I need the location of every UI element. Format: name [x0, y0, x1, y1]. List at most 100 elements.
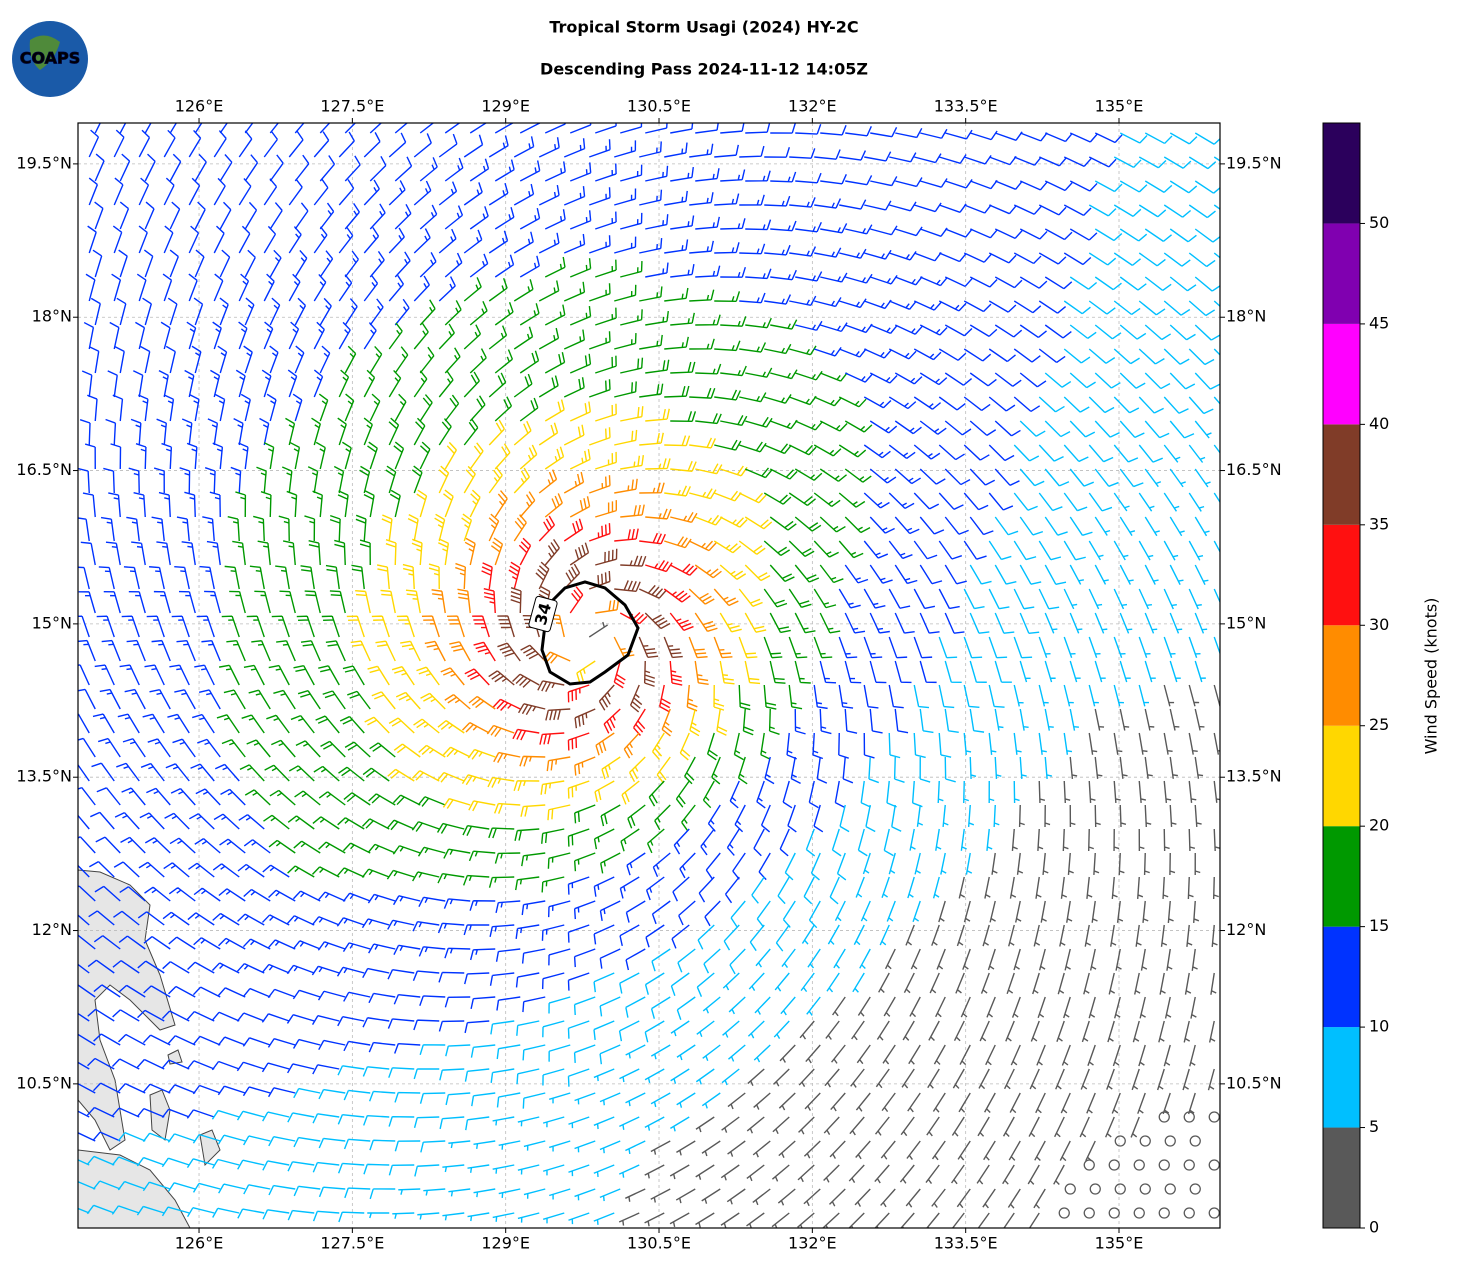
wind-barb: [568, 1116, 590, 1129]
wind-barb: [413, 180, 432, 206]
wind-barb: [292, 393, 303, 422]
wind-barb: [854, 1188, 871, 1207]
calm-marker: [1158, 1207, 1170, 1219]
wind-barb: [542, 651, 571, 664]
wind-barb: [1013, 948, 1021, 971]
wind-barb: [1088, 684, 1099, 707]
wind-barb: [1138, 636, 1151, 658]
wind-barb: [1194, 516, 1210, 537]
wind-barb: [246, 615, 265, 638]
wind-barb: [1044, 180, 1073, 192]
wind-barb: [318, 393, 329, 422]
wind-barb: [494, 123, 515, 134]
wind-barb: [994, 756, 1002, 780]
wind-barb: [463, 371, 480, 398]
wind-barb: [670, 1116, 690, 1132]
wind-barb: [814, 297, 842, 308]
wind-barb: [619, 876, 640, 899]
wind-barb: [803, 1140, 821, 1159]
wind-barb: [569, 542, 590, 566]
wind-barb: [206, 540, 221, 566]
wind-barb: [600, 852, 621, 874]
colorbar-label: Wind Speed (knots): [1422, 598, 1441, 755]
calm-marker: [1133, 1159, 1145, 1171]
wind-barb: [300, 640, 321, 662]
wind-barb: [895, 226, 923, 237]
wind-barb: [338, 179, 355, 206]
wind-barb: [756, 780, 766, 809]
wind-barb: [820, 223, 848, 234]
wind-barb: [1038, 780, 1046, 804]
wind-barb: [1188, 684, 1200, 707]
wind-barb: [894, 420, 922, 435]
wind-barb: [808, 900, 821, 929]
wind-barb: [1019, 756, 1027, 779]
wind-barb: [1016, 852, 1024, 875]
wind-barb: [569, 496, 591, 518]
wind-barb: [296, 615, 315, 638]
wind-barb: [869, 708, 883, 734]
wind-barb: [599, 948, 621, 969]
wind-barb: [287, 1112, 315, 1123]
wind-barb: [1118, 852, 1125, 876]
wind-barb: [444, 252, 463, 278]
wind-barb: [329, 590, 346, 614]
wind-barb: [117, 1083, 146, 1094]
wind-barb: [442, 746, 471, 758]
wind-barb: [317, 990, 346, 1001]
wind-barb: [194, 153, 207, 182]
wind-barb: [181, 418, 193, 446]
wind-barb: [958, 876, 966, 899]
wind-barb: [163, 225, 174, 254]
wind-barb: [771, 1212, 790, 1228]
wind-barb: [519, 303, 540, 326]
wind-barb: [819, 564, 844, 584]
wind-barb: [1019, 228, 1048, 240]
wind-barb: [294, 202, 309, 230]
wind-barb: [118, 1033, 146, 1046]
wind-barb: [994, 324, 1023, 338]
wind-barb: [472, 615, 490, 638]
wind-barb: [538, 422, 559, 446]
wind-barb: [392, 845, 421, 855]
wind-barb: [419, 252, 437, 278]
wind-barb: [1163, 252, 1191, 267]
wind-barb: [281, 466, 293, 494]
wind-barb: [963, 252, 992, 263]
wind-barb: [703, 948, 721, 974]
wind-barb: [286, 915, 315, 926]
wind-barb: [78, 1110, 90, 1118]
wind-barb: [186, 1060, 215, 1070]
wind-barb: [738, 588, 763, 607]
wind-barb: [325, 564, 340, 590]
wind-barb: [563, 186, 586, 206]
wind-barb: [161, 1010, 190, 1022]
wind-barb: [804, 1092, 821, 1111]
wind-barb: [361, 818, 390, 830]
wind-barb: [1213, 204, 1220, 211]
wind-barb: [744, 612, 767, 633]
wind-barb: [1038, 948, 1046, 971]
wind-barb: [494, 159, 515, 182]
wind-barb: [874, 1164, 890, 1184]
wind-barb: [1163, 156, 1192, 169]
wind-barb: [970, 179, 998, 190]
wind-barb: [293, 840, 321, 854]
wind-barb: [279, 590, 296, 614]
wind-barb: [388, 322, 403, 350]
wind-barb: [938, 540, 963, 560]
wind-barb: [367, 893, 396, 904]
wind-barb: [367, 665, 390, 686]
wind-barb: [188, 225, 200, 254]
wind-barb: [695, 1116, 715, 1133]
wind-barb: [269, 123, 280, 134]
wind-barb: [1061, 1044, 1071, 1066]
wind-barb: [913, 588, 936, 610]
wind-barb: [650, 1188, 671, 1203]
wind-barb: [146, 787, 171, 806]
wind-barb: [213, 273, 224, 302]
wind-barb: [319, 297, 332, 326]
wind-barb: [1137, 876, 1144, 899]
wind-barb: [625, 948, 646, 971]
wind-barb: [1144, 372, 1171, 390]
